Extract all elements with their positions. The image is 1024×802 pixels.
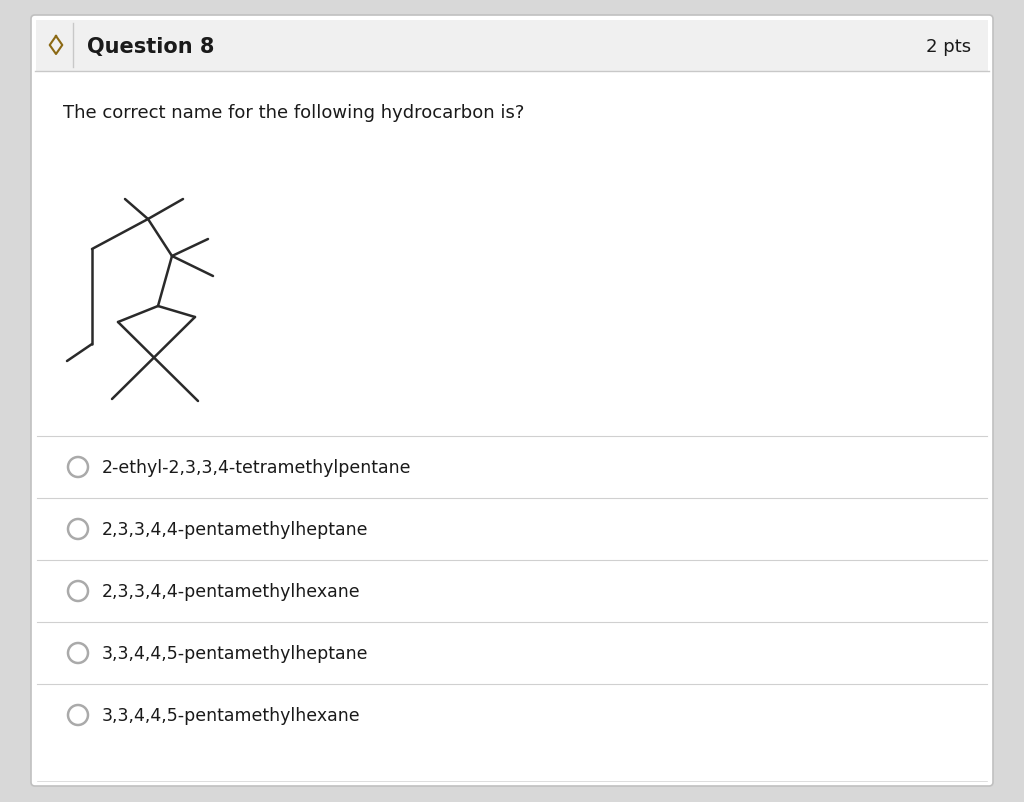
Bar — [36, 21, 988, 72]
Text: 2-ethyl-2,3,3,4-tetramethylpentane: 2-ethyl-2,3,3,4-tetramethylpentane — [102, 459, 412, 476]
FancyBboxPatch shape — [31, 16, 993, 786]
Text: 2,3,3,4,4-pentamethylhexane: 2,3,3,4,4-pentamethylhexane — [102, 582, 360, 600]
Text: The correct name for the following hydrocarbon is?: The correct name for the following hydro… — [63, 104, 524, 122]
Text: 2 pts: 2 pts — [926, 38, 971, 56]
Text: Question 8: Question 8 — [87, 37, 214, 57]
Text: 2,3,3,4,4-pentamethylheptane: 2,3,3,4,4-pentamethylheptane — [102, 520, 369, 538]
Text: 3,3,4,4,5-pentamethylheptane: 3,3,4,4,5-pentamethylheptane — [102, 644, 369, 662]
Text: 3,3,4,4,5-pentamethylhexane: 3,3,4,4,5-pentamethylhexane — [102, 706, 360, 724]
